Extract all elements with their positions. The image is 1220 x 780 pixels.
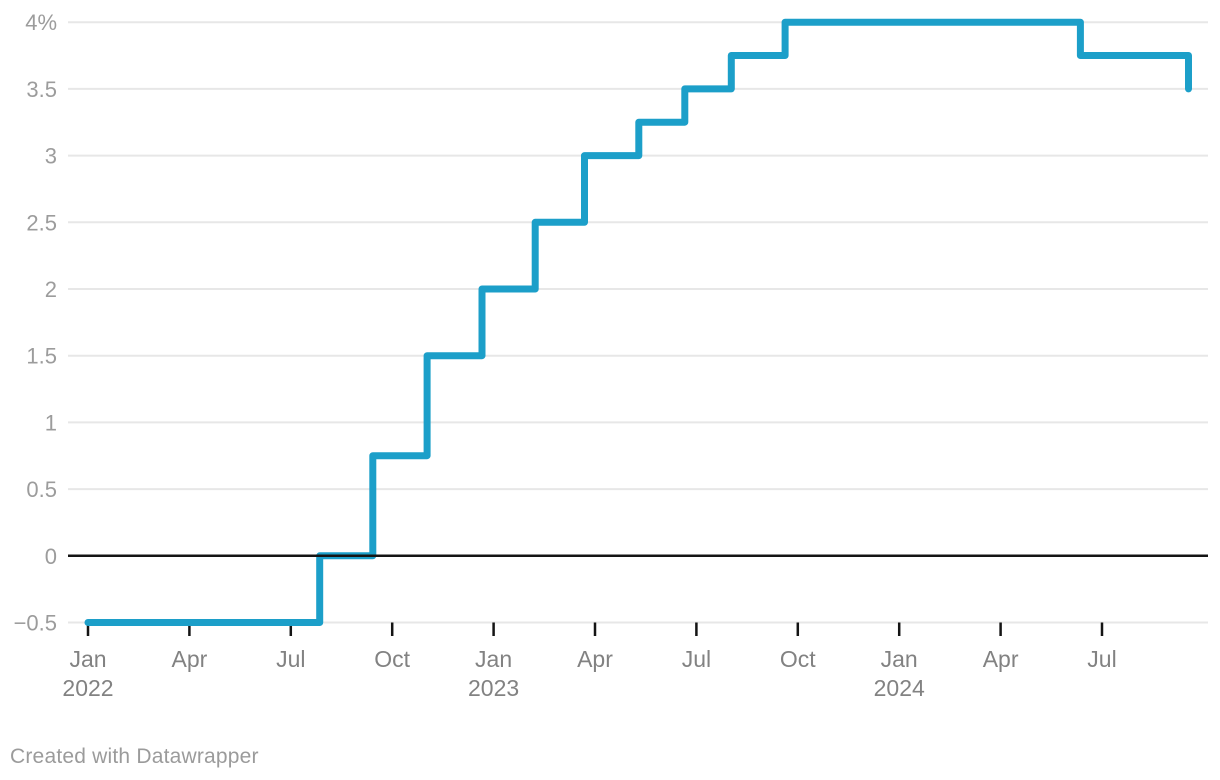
y-axis-label: 1 <box>45 410 57 435</box>
x-axis-month-label: Oct <box>374 646 410 672</box>
x-axis-month-label: Oct <box>780 646 816 672</box>
x-axis-month-label: Apr <box>983 646 1019 672</box>
x-axis-month-label: Jul <box>682 646 711 672</box>
x-axis-month-label: Jul <box>1087 646 1116 672</box>
x-axis-year-label: 2023 <box>468 675 519 701</box>
step-line-chart: 4% 3.5 3 2.5 2 1.5 1 0.5 0 −0.5 Jan 2022 Apr Jul Oct Ja… <box>14 10 1208 701</box>
y-axis-label: 1.5 <box>26 344 57 369</box>
y-axis-label: 0.5 <box>26 477 57 502</box>
x-axis-month-label: Jan <box>69 646 106 672</box>
y-axis-label: 2 <box>45 277 57 302</box>
x-axis-month-label: Apr <box>172 646 208 672</box>
y-axis-label: 3 <box>45 144 57 169</box>
x-axis-year-label: 2022 <box>62 675 113 701</box>
datawrapper-attribution: Created with Datawrapper <box>10 745 259 768</box>
x-axis-year-label: 2024 <box>874 675 925 701</box>
y-axis-label: 2.5 <box>26 210 57 235</box>
y-axis-label: 0 <box>45 544 57 569</box>
x-axis-month-label: Jan <box>881 646 918 672</box>
x-axis-month-label: Jan <box>475 646 512 672</box>
y-axis-label: −0.5 <box>14 611 57 636</box>
x-axis-month-label: Jul <box>276 646 305 672</box>
x-axis-month-label: Apr <box>577 646 613 672</box>
y-axis-label: 3.5 <box>26 77 57 102</box>
rate-step-line <box>84 18 1192 626</box>
y-axis-label: 4% <box>25 10 57 35</box>
